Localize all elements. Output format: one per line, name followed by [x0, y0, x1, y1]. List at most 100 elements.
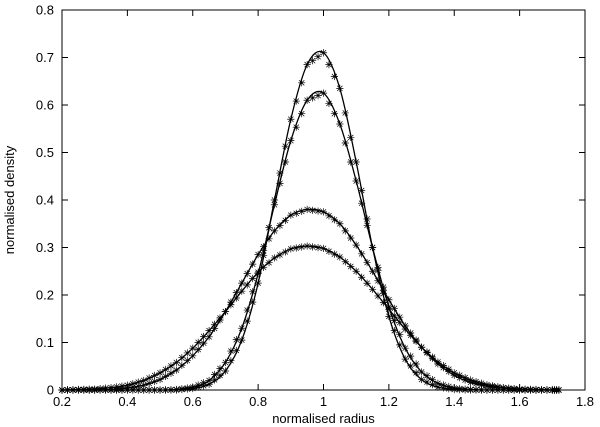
data-point: [151, 371, 159, 380]
data-point: [423, 372, 431, 380]
data-point: [401, 325, 409, 333]
data-point: [183, 384, 191, 392]
data-point: [259, 247, 268, 255]
data-point: [205, 333, 213, 341]
data-point: [434, 383, 442, 391]
data-point: [287, 137, 295, 145]
data-point: [445, 365, 453, 373]
data-point: [461, 385, 469, 393]
data-point: [358, 186, 366, 195]
data-point: [167, 362, 175, 370]
data-point: [259, 243, 268, 251]
data-point: [358, 199, 366, 207]
data-point: [254, 251, 262, 259]
data-point: [281, 158, 289, 166]
data-point: [270, 227, 279, 235]
data-point: [336, 220, 344, 228]
data-point: [281, 248, 289, 256]
data-point: [227, 357, 235, 365]
data-point: [314, 207, 322, 215]
data-point: [276, 251, 284, 259]
data-point: [232, 346, 240, 355]
x-tick-label: 0.6: [184, 394, 202, 409]
series-4: [58, 242, 563, 394]
data-point: [85, 385, 93, 393]
data-point: [96, 384, 104, 393]
data-point: [243, 281, 251, 289]
series-line: [61, 245, 559, 391]
data-point: [281, 142, 289, 150]
data-point: [270, 201, 279, 209]
tick-labels: 0.2 0.4 0.6 0.8 1 1.2 1.4 1.6 1.8 0 0.1 0.2 0.3 0.4 0.…: [36, 3, 594, 410]
data-point: [309, 206, 317, 214]
data-point: [325, 247, 333, 255]
data-point: [341, 139, 349, 147]
data-point: [216, 314, 224, 322]
data-point: [167, 369, 175, 377]
x-axis-label: normalised radius: [272, 411, 375, 426]
y-tick-label: 0.4: [36, 193, 54, 208]
data-point: [265, 259, 273, 267]
data-point: [494, 383, 502, 391]
data-point: [298, 243, 306, 251]
data-point: [363, 221, 371, 229]
data-point: [200, 332, 208, 341]
data-point: [439, 362, 447, 370]
data-point: [134, 378, 142, 386]
data-point: [221, 367, 230, 375]
data-point: [227, 301, 235, 309]
data-point: [379, 286, 388, 294]
data-point: [210, 320, 219, 328]
data-point: [276, 169, 284, 177]
data-point: [292, 209, 300, 217]
data-point: [145, 379, 153, 387]
data-point: [368, 267, 377, 275]
data-point: [298, 207, 306, 215]
data-point: [368, 285, 377, 293]
data-point: [309, 57, 317, 65]
data-point: [341, 109, 349, 117]
data-point: [510, 384, 518, 393]
data-point: [314, 244, 322, 252]
data-point: [232, 294, 240, 302]
data-point: [200, 339, 208, 347]
data-point: [200, 379, 208, 387]
data-point: [216, 364, 224, 373]
data-point: [156, 375, 164, 384]
data-point: [210, 370, 219, 379]
data-point: [140, 376, 148, 385]
data-point: [516, 385, 524, 393]
data-point: [396, 330, 404, 339]
data-point: [189, 383, 197, 391]
y-tick-label: 0.6: [36, 98, 54, 113]
data-point: [445, 382, 453, 391]
data-point: [189, 344, 197, 352]
data-point: [330, 216, 338, 224]
series-line: [62, 208, 559, 391]
data-point: [238, 279, 246, 287]
data-point: [456, 384, 464, 393]
data-point: [423, 378, 431, 386]
x-tick-label: 1.4: [445, 394, 463, 409]
data-point: [265, 235, 273, 243]
data-point: [172, 358, 181, 367]
series-3: [58, 205, 563, 394]
data-point: [319, 208, 328, 216]
data-point: [123, 381, 131, 389]
data-point: [145, 374, 153, 382]
data-point: [379, 299, 388, 307]
data-point: [303, 242, 311, 250]
data-point: [412, 369, 420, 377]
data-point: [134, 382, 142, 390]
data-point: [210, 324, 219, 333]
data-point: [101, 384, 110, 392]
data-point: [232, 336, 240, 344]
data-point: [336, 253, 344, 261]
data-point: [265, 224, 273, 232]
data-point: [385, 296, 393, 304]
data-point: [477, 379, 486, 387]
data-point: [156, 369, 164, 377]
data-point: [249, 260, 257, 268]
data-point: [80, 385, 88, 393]
